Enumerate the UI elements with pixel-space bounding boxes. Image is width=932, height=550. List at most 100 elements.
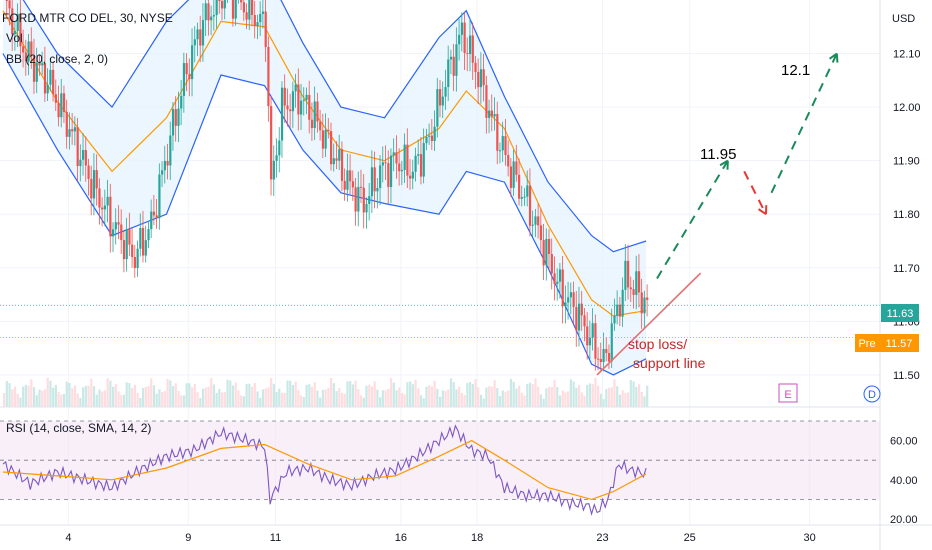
candle-body — [98, 188, 101, 208]
candle-body — [256, 22, 259, 27]
candle-body — [297, 84, 300, 115]
volume-bar — [297, 389, 300, 407]
candle-body — [621, 289, 624, 317]
price-candles[interactable] — [5, 0, 649, 373]
candle-body — [278, 140, 281, 156]
volume-bar — [482, 398, 485, 407]
earnings-badge[interactable] — [778, 383, 798, 403]
candle-body — [588, 337, 592, 346]
candle-body — [539, 225, 543, 241]
volume-bar — [272, 383, 275, 407]
candle-body — [335, 158, 338, 161]
volume-bar — [92, 386, 96, 407]
rsi-label[interactable]: RSI (14, close, SMA, 14, 2) — [6, 421, 151, 435]
volume-bar — [316, 390, 319, 407]
candle-body — [147, 229, 150, 241]
volume-bar — [365, 385, 368, 407]
candle-body — [267, 46, 270, 107]
volume-bar — [474, 379, 477, 407]
candle-body — [504, 136, 507, 155]
candle-body — [594, 323, 597, 359]
candle-body — [185, 63, 188, 75]
candle-body — [125, 229, 128, 260]
time-tick-label: 25 — [684, 532, 696, 544]
candle-body — [389, 155, 393, 187]
volume-bar — [90, 378, 93, 407]
price-tick-label: 12.00 — [893, 102, 921, 114]
volume-bar — [428, 385, 431, 407]
last-price-tag — [881, 304, 919, 322]
candle-body — [351, 181, 354, 188]
candle-body — [406, 144, 409, 176]
bb-label[interactable]: BB (20, close, 2, 0) — [6, 52, 108, 66]
candle-body — [253, 15, 256, 27]
candle-body — [13, 30, 17, 35]
volume-bar — [76, 393, 79, 407]
volume-bar — [439, 396, 442, 407]
candle-body — [616, 304, 619, 316]
candle-body — [466, 53, 469, 55]
candle-body — [141, 227, 145, 256]
bb-upper-line — [22, 0, 647, 253]
candle-body — [223, 0, 226, 9]
candle-body — [567, 297, 570, 303]
volume-bar — [308, 384, 311, 407]
rsi-tick-label: 20.00 — [890, 514, 918, 526]
volume-bar — [155, 393, 158, 407]
candle-body — [629, 287, 632, 290]
volume-bar — [68, 383, 71, 407]
candle-body — [122, 240, 126, 260]
candle-body — [599, 359, 602, 363]
volume-bar — [422, 398, 425, 407]
volume-bar — [357, 389, 360, 407]
volume-bar — [441, 390, 444, 407]
currency-label[interactable]: USD — [892, 13, 915, 25]
candle-body — [490, 110, 493, 117]
volume-bar — [466, 383, 469, 407]
volume-bar — [16, 393, 19, 407]
candle-body — [548, 238, 551, 255]
candle-body — [163, 160, 166, 171]
volume-bar — [54, 385, 57, 407]
volume-bar — [38, 389, 41, 407]
candle-body — [286, 105, 289, 110]
volume-bar — [575, 387, 578, 407]
volume-bar — [528, 382, 532, 407]
candle-body — [171, 109, 175, 136]
candle-body — [572, 292, 575, 308]
volume-label[interactable]: Vol — [6, 31, 23, 45]
dividend-badge[interactable] — [863, 385, 881, 403]
volume-bar — [616, 386, 619, 407]
symbol-title[interactable]: FORD MTR CO DEL, 30, NYSE — [2, 11, 173, 25]
candle-body — [569, 292, 572, 298]
volume-bar — [509, 378, 513, 407]
volume-bar — [150, 378, 153, 407]
volume-bar — [32, 387, 36, 407]
volume-bar — [43, 389, 47, 407]
candle-body — [482, 69, 485, 86]
candle-body — [46, 84, 49, 94]
candle-body — [196, 29, 199, 40]
volume-bar — [242, 396, 245, 407]
candle-body — [398, 163, 401, 172]
volume-bar — [98, 389, 101, 407]
volume-bar — [417, 388, 420, 407]
candle-body — [76, 127, 79, 167]
volume-bar — [13, 386, 17, 407]
volume-bar — [362, 397, 365, 407]
candle-body — [439, 89, 442, 106]
volume-bar — [381, 390, 384, 407]
candle-body — [479, 69, 483, 88]
volume-bar — [231, 385, 235, 407]
candle-body — [30, 41, 33, 56]
volume-bar — [436, 388, 439, 407]
volume-bar — [520, 392, 523, 407]
candle-body — [512, 161, 515, 188]
candle-body — [82, 150, 85, 160]
candle-body — [387, 163, 390, 187]
candle-body — [414, 155, 417, 172]
volume-bar — [147, 386, 150, 407]
candle-body — [627, 260, 630, 288]
volume-bar — [526, 383, 529, 407]
